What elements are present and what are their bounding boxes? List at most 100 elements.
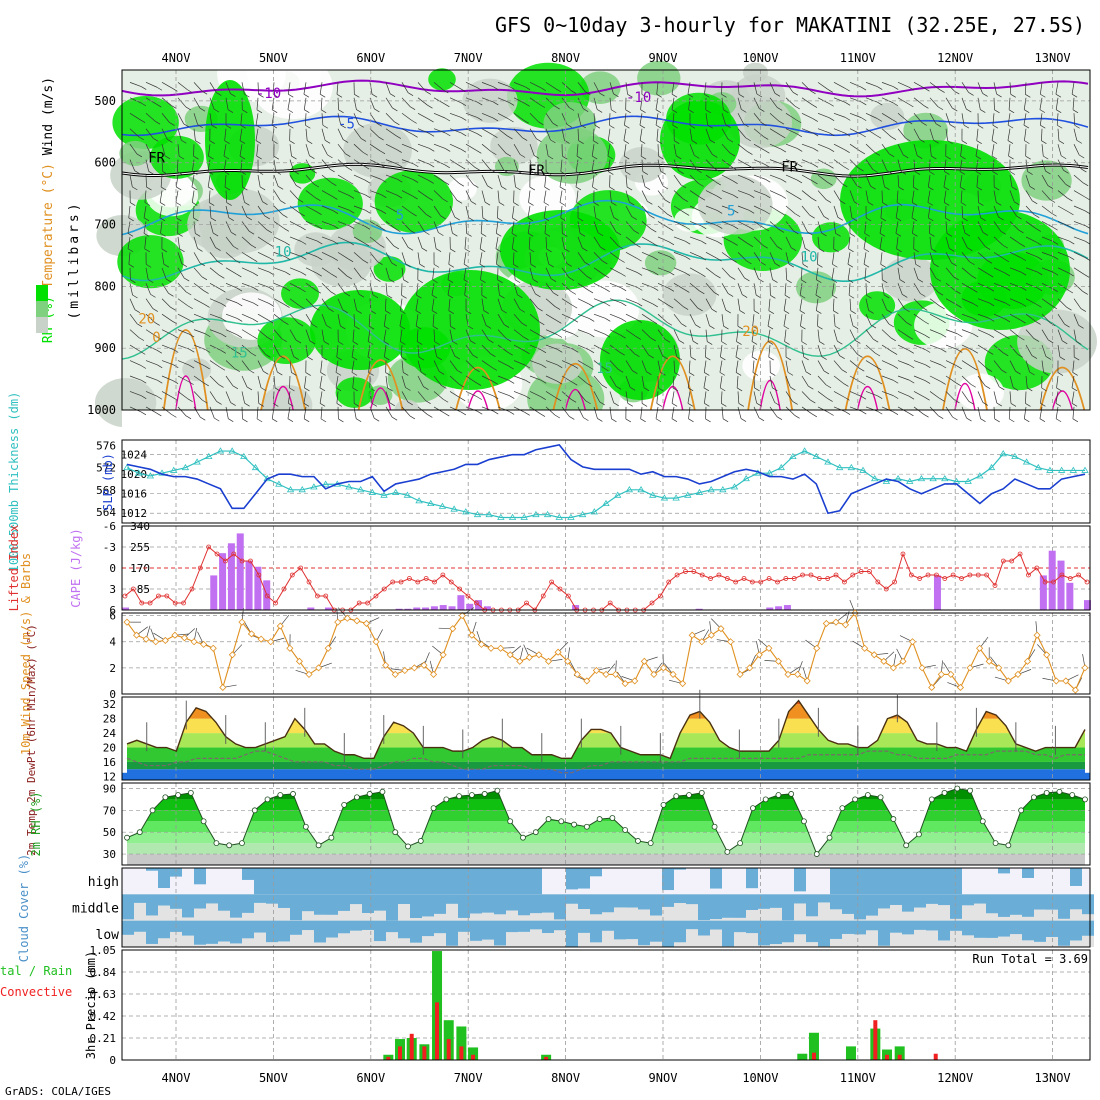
rh-legend-swatch (36, 285, 48, 301)
thickness-point (800, 447, 809, 454)
wind-barb-flag (776, 246, 783, 250)
wind-barb (449, 205, 456, 218)
wind-barb-flag (417, 341, 423, 345)
wind-barb-flag (732, 180, 738, 184)
wind-barb (561, 298, 573, 306)
wind-barb (993, 282, 1006, 288)
wind-barb-flag (427, 104, 433, 109)
cape-bar (766, 607, 774, 610)
wind-barb-flag (1058, 140, 1065, 144)
wind-barb-flag (300, 226, 306, 231)
wind-barb-flag (655, 109, 662, 113)
wind-barb (1041, 282, 1053, 290)
wind-barb-flag (870, 324, 877, 329)
thickness-point (275, 480, 283, 487)
rh-point (941, 789, 948, 796)
cloud-cell-high (674, 868, 686, 870)
wind-barb-flag (716, 241, 723, 245)
wind-speed-point (592, 666, 600, 675)
wind-barb-flag (225, 124, 232, 129)
wind-barb-flag (224, 186, 231, 191)
rh-point (1043, 789, 1050, 796)
wind-barb-flag (342, 139, 349, 143)
wind-barb (897, 344, 909, 351)
rh-point (302, 823, 309, 830)
wind-barb-flag (656, 93, 662, 98)
wind-barb-flag (470, 201, 477, 205)
wind-barb (320, 406, 323, 419)
wind-barb-flag (559, 186, 566, 191)
wind-barb (545, 283, 554, 294)
wind-barb-flag (1007, 140, 1014, 144)
rh-point (826, 834, 833, 841)
wind-barb (864, 221, 867, 234)
wind-barb-flag (531, 171, 537, 175)
wind-barb (785, 174, 798, 181)
wind-barb-flag (837, 217, 844, 221)
wind-barb (1056, 375, 1059, 388)
wind-barb-flag (152, 308, 159, 312)
wind-barb-flag (362, 259, 369, 264)
wind-barb-flag (709, 325, 715, 329)
wind-barb-flag (982, 402, 989, 406)
wind-barb (241, 236, 252, 246)
wind-barb-flag (305, 124, 311, 129)
wind-barb-flag (556, 380, 563, 385)
wind-barb (1057, 221, 1070, 227)
wind-barb-flag (758, 417, 765, 422)
rh-shade-blob (859, 291, 896, 321)
wind-barb-flag (988, 287, 995, 292)
thickness-point (1034, 463, 1042, 471)
wind-barb (912, 221, 915, 234)
wind-barb (1041, 174, 1049, 186)
wind-barb (241, 221, 250, 232)
wind-barb (513, 360, 526, 366)
cloud-cell (758, 920, 770, 946)
wind-barb (817, 252, 819, 265)
wind-barb (207, 175, 211, 188)
wind-barb-flag (258, 94, 264, 98)
wind-barb (815, 298, 819, 311)
wind-speed-point (774, 657, 783, 665)
wind-barb-flag (1048, 339, 1054, 344)
lifted-index-point (800, 572, 805, 578)
wind-barb-flag (940, 364, 947, 369)
wind-barb (833, 159, 844, 167)
wind-barb (624, 159, 627, 172)
wind-barb-flag (596, 109, 603, 113)
wind-barb-flag (1001, 369, 1007, 374)
cloud-cell-high (794, 868, 806, 892)
wind-barb-flag (636, 302, 643, 307)
lifted-index-point (122, 593, 128, 599)
wind-barb (289, 190, 299, 200)
wind-barb-flag (353, 403, 360, 407)
wind-barb (369, 159, 381, 166)
rh-point (647, 840, 654, 847)
wind-barb-flag (648, 354, 654, 359)
wind-barb (369, 391, 373, 404)
wind-barb (609, 236, 619, 246)
wind-barb-flag (285, 271, 291, 276)
wind-barb-flag (1025, 403, 1031, 407)
wind-barb-flag (631, 216, 637, 220)
wind-barb (975, 159, 979, 172)
wind-barb (865, 174, 871, 187)
rh-point (494, 787, 501, 794)
wind-barb (255, 113, 259, 126)
wind-barb (177, 144, 180, 157)
wind-barb-flag (386, 294, 393, 299)
wind-barb (417, 190, 429, 198)
wind-barb (721, 283, 729, 294)
cloud-cell (782, 894, 794, 921)
wind-barb-flag (1014, 201, 1020, 206)
wind-barb-flag (1019, 336, 1025, 341)
wind-barb-flag (991, 155, 998, 160)
wind-barb (1073, 283, 1084, 292)
wind-barb-flag (637, 287, 643, 291)
wind-barb-flag (666, 321, 673, 326)
wind-barb (449, 190, 458, 201)
wind-barb-flag (896, 202, 903, 206)
wind-barb-flag (810, 399, 816, 404)
rh-point (136, 829, 143, 836)
